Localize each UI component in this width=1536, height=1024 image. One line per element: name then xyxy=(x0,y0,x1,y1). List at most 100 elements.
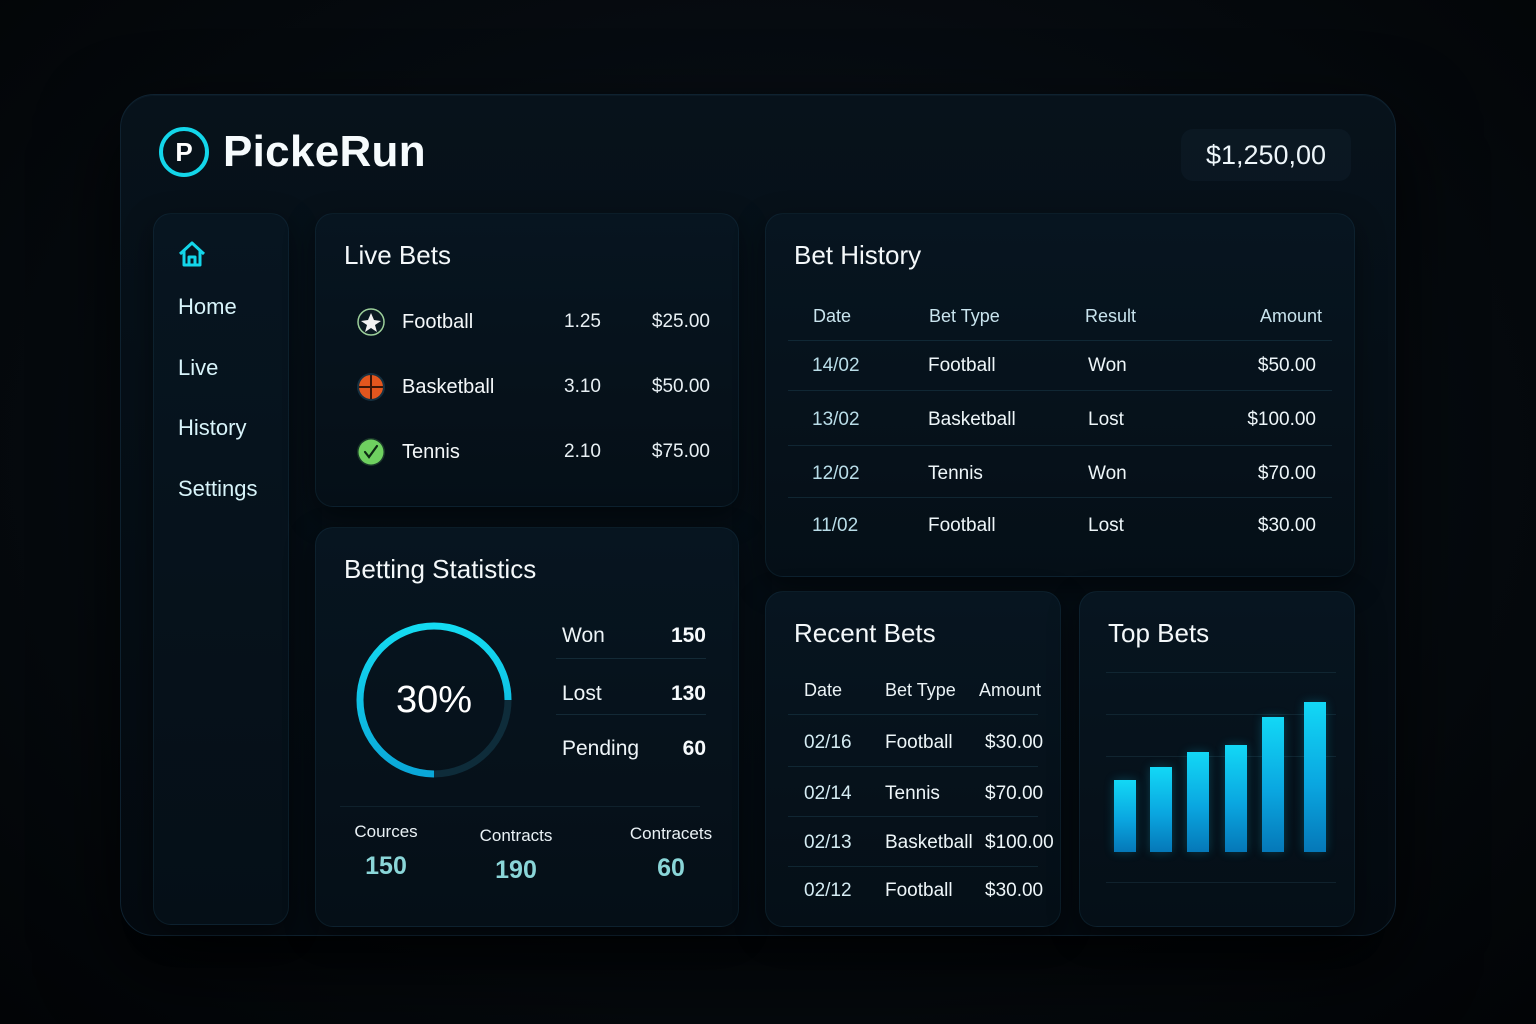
bar-6[interactable] xyxy=(1304,702,1326,852)
sidebar: Home Live History Settings xyxy=(153,213,289,925)
cell-amount: $70.00 xyxy=(1257,463,1316,484)
cell-bet-type: Football xyxy=(928,515,996,536)
stat-label: Lost xyxy=(562,682,602,705)
divider xyxy=(556,658,706,659)
betting-statistics-title: Betting Statistics xyxy=(344,554,537,584)
check-circle-icon xyxy=(357,438,385,466)
column-header-amount[interactable]: Amount xyxy=(979,680,1042,700)
basketball-icon xyxy=(357,373,385,401)
cell-amount: $100.00 xyxy=(1247,409,1316,430)
sidebar-item-live[interactable]: Live xyxy=(178,355,219,380)
stat-value: 130 xyxy=(670,682,706,705)
win-rate-percent: 30% xyxy=(395,678,473,721)
cell-result: Lost xyxy=(1088,409,1124,430)
cell-amount: $30.00 xyxy=(1257,515,1316,536)
column-header-bet-type[interactable]: Bet Type xyxy=(929,306,1000,326)
live-bet-amount: $50.00 xyxy=(651,376,710,397)
stat-row-pending: Pending 60 xyxy=(562,737,706,761)
footer-stat-contracts: Contracts 190 xyxy=(468,826,564,885)
bet-history-title: Bet History xyxy=(794,240,922,270)
table-row[interactable]: 12/02 Tennis Won $70.00 xyxy=(788,463,1332,489)
recent-bets-title: Recent Bets xyxy=(794,618,936,648)
column-header-date[interactable]: Date xyxy=(804,680,843,700)
grid-line xyxy=(1106,672,1336,673)
betting-statistics-panel: Betting Statistics 30% Won 150 Lost 130 … xyxy=(315,527,739,927)
soccer-ball-icon xyxy=(357,308,385,336)
stat-value: 150 xyxy=(670,624,706,647)
cell-result: Lost xyxy=(1088,515,1124,536)
sidebar-item-history[interactable]: History xyxy=(178,415,247,440)
divider xyxy=(340,806,700,807)
table-header: Date Bet Type Amount xyxy=(788,680,1042,704)
table-header: Date Bet Type Result Amount xyxy=(788,306,1332,330)
win-rate-ring xyxy=(356,622,512,778)
footer-stat-label: Contracets xyxy=(629,824,713,843)
account-balance: $1,250,00 xyxy=(1181,129,1351,181)
cell-date: 02/16 xyxy=(804,732,852,753)
bar-1[interactable] xyxy=(1114,780,1136,852)
table-row[interactable]: 02/13 Basketball $100.00 xyxy=(788,832,1054,858)
column-header-amount[interactable]: Amount xyxy=(1259,306,1322,326)
grid-line xyxy=(1106,882,1336,883)
bar-3[interactable] xyxy=(1187,752,1209,852)
top-bets-bar-chart xyxy=(1106,672,1336,892)
bar-4[interactable] xyxy=(1225,745,1247,852)
cell-amount: $100.00 xyxy=(985,832,1054,853)
cell-bet-type: Football xyxy=(928,355,996,376)
cell-date: 02/12 xyxy=(804,880,852,901)
cell-bet-type: Basketball xyxy=(885,832,973,853)
divider xyxy=(788,445,1332,446)
table-row[interactable]: 02/14 Tennis $70.00 xyxy=(788,783,1043,809)
footer-stat-value: 190 xyxy=(495,856,537,884)
table-row[interactable]: 02/16 Football $30.00 xyxy=(788,732,1043,758)
logo-p-icon: P xyxy=(159,127,209,177)
live-bet-row[interactable]: Basketball 3.10 $50.00 xyxy=(316,367,738,407)
cell-date: 11/02 xyxy=(812,515,859,536)
column-header-result[interactable]: Result xyxy=(1085,306,1137,326)
cell-date: 12/02 xyxy=(812,463,860,484)
live-bets-title: Live Bets xyxy=(344,240,451,270)
live-bet-odds: 1.25 xyxy=(564,311,601,332)
footer-stat-label: Contracts xyxy=(479,826,553,845)
column-header-date[interactable]: Date xyxy=(813,306,852,326)
sidebar-item-home[interactable]: Home xyxy=(178,294,237,319)
table-row[interactable]: 11/02 Football Lost $30.00 xyxy=(788,515,1332,541)
top-bets-title: Top Bets xyxy=(1108,618,1210,648)
live-bet-amount: $25.00 xyxy=(651,311,710,332)
column-header-bet-type[interactable]: Bet Type xyxy=(885,680,956,700)
cell-bet-type: Football xyxy=(885,732,953,753)
cell-bet-type: Football xyxy=(885,880,953,901)
cell-result: Won xyxy=(1088,463,1127,484)
live-bets-panel: Live Bets Football 1.25 $25.00 Basketbal… xyxy=(315,213,739,507)
cell-date: 02/13 xyxy=(804,832,852,853)
cell-amount: $30.00 xyxy=(985,732,1044,753)
stat-label: Won xyxy=(562,624,605,647)
cell-bet-type: Tennis xyxy=(928,463,983,484)
divider xyxy=(788,714,1038,715)
live-bet-row[interactable]: Tennis 2.10 $75.00 xyxy=(316,432,738,472)
divider xyxy=(788,816,1038,817)
footer-stat-contracets: Contracets 60 xyxy=(616,824,726,883)
divider xyxy=(556,714,706,715)
bar-2[interactable] xyxy=(1150,767,1172,852)
grid-line xyxy=(1106,756,1336,757)
footer-stat-value: 150 xyxy=(365,852,407,880)
app-title: PickeRun xyxy=(223,127,426,176)
cell-amount: $30.00 xyxy=(985,880,1044,901)
table-row[interactable]: 13/02 Basketball Lost $100.00 xyxy=(788,409,1332,435)
table-row[interactable]: 14/02 Football Won $50.00 xyxy=(788,355,1332,381)
divider xyxy=(788,340,1332,341)
live-bet-row[interactable]: Football 1.25 $25.00 xyxy=(316,302,738,342)
cell-bet-type: Tennis xyxy=(885,783,940,804)
app-logo[interactable]: P PickeRun xyxy=(159,127,426,177)
cell-bet-type: Basketball xyxy=(928,409,1016,430)
home-icon[interactable] xyxy=(176,238,208,270)
footer-stat-label: Cources xyxy=(354,822,418,841)
sidebar-item-settings[interactable]: Settings xyxy=(178,476,258,501)
top-bets-panel: Top Bets xyxy=(1079,591,1355,927)
cell-result: Won xyxy=(1088,355,1127,376)
divider xyxy=(788,390,1332,391)
cell-date: 02/14 xyxy=(804,783,852,804)
table-row[interactable]: 02/12 Football $30.00 xyxy=(788,880,1043,906)
bar-5[interactable] xyxy=(1262,717,1284,852)
